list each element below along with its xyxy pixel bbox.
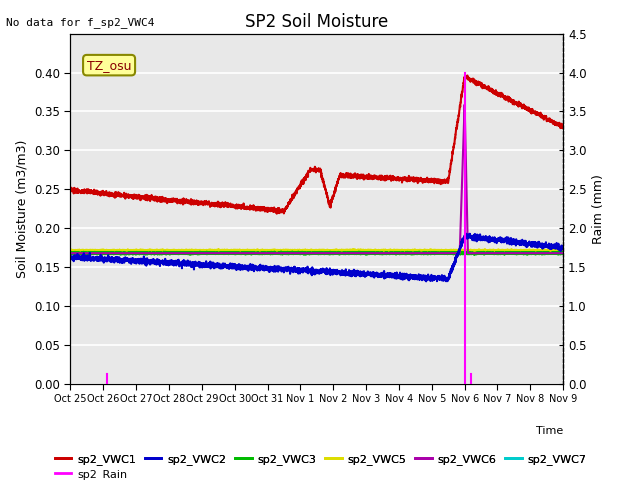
Legend: sp2_VWC1, sp2_VWC2, sp2_VWC3, sp2_VWC5, sp2_VWC6, sp2_VWC7: sp2_VWC1, sp2_VWC2, sp2_VWC3, sp2_VWC5, … xyxy=(51,450,591,469)
Text: Time: Time xyxy=(536,426,563,436)
Legend: sp2_Rain: sp2_Rain xyxy=(51,464,132,480)
Y-axis label: Soil Moisture (m3/m3): Soil Moisture (m3/m3) xyxy=(15,140,28,278)
Title: SP2 Soil Moisture: SP2 Soil Moisture xyxy=(245,12,388,31)
Text: TZ_osu: TZ_osu xyxy=(87,59,131,72)
Y-axis label: Raim (mm): Raim (mm) xyxy=(592,174,605,244)
Text: No data for f_sp2_VWC4: No data for f_sp2_VWC4 xyxy=(6,17,155,28)
